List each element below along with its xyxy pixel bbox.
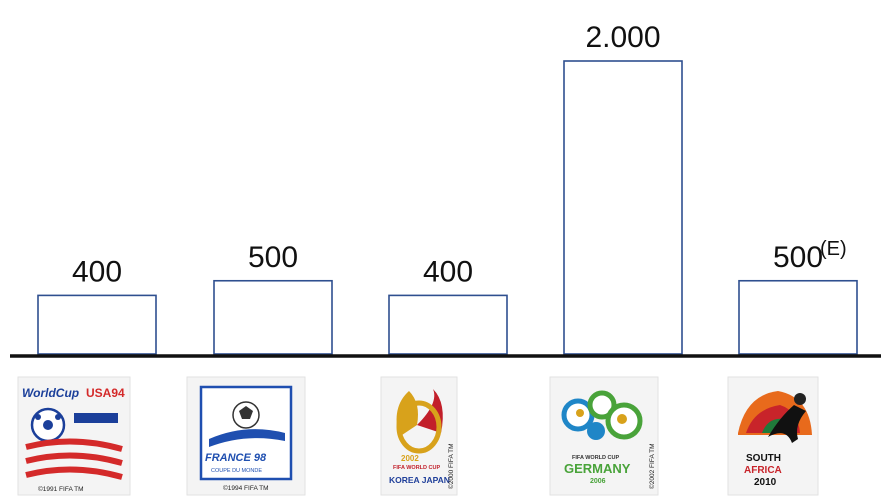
south-africa-logo-host-b: AFRICA — [744, 465, 782, 476]
south-africa-logo-year: 2010 — [754, 477, 777, 488]
usa94-logo: WorldCup USA94 ©1991 FIFA TM — [17, 376, 131, 496]
germany-logo-year: 2006 — [590, 478, 606, 485]
value-label-2: 500 — [248, 241, 298, 274]
bar-5 — [738, 279, 858, 355]
france98-logo-title: FRANCE 98 — [205, 452, 267, 464]
value-label-5: 500 — [773, 241, 823, 274]
germany-logo-copyright: ©2002 FIFA TM — [648, 444, 656, 490]
estimate-marker: (E) — [820, 238, 847, 260]
south-africa-logo-host-a: SOUTH — [746, 453, 781, 464]
value-label-1: 400 — [72, 255, 122, 288]
germany-logo-event: FIFA WORLD CUP — [572, 455, 619, 461]
france98-logo-subtitle: COUPE DU MONDE — [211, 468, 262, 474]
usa94-logo-copyright: ©1991 FIFA TM — [38, 485, 84, 493]
korea-japan-logo-hosts: KOREA JAPAN — [389, 475, 450, 485]
germany-2006-logo: FIFA WORLD CUP GERMANY 2006 ©2002 FIFA T… — [549, 376, 659, 496]
bar-group — [37, 60, 858, 355]
value-label-4: 2.000 — [585, 21, 660, 54]
korea-japan-logo-event: FIFA WORLD CUP — [393, 465, 440, 471]
korea-japan-logo-copyright: ©2000 FIFA TM — [447, 444, 455, 490]
korea-japan-logo-year: 2002 — [401, 454, 419, 463]
usa94-logo-title-a: WorldCup — [22, 386, 79, 400]
usa94-logo-title-b: USA94 — [86, 386, 125, 400]
bar-2 — [213, 279, 333, 355]
germany-logo-host: GERMANY — [564, 461, 631, 476]
france98-logo-copyright: ©1994 FIFA TM — [223, 484, 269, 492]
france98-logo: FRANCE 98 COUPE DU MONDE ©1994 FIFA TM — [186, 376, 306, 496]
south-africa-2010-logo: SOUTH AFRICA 2010 — [727, 376, 819, 496]
bar-1 — [37, 294, 157, 355]
korea-japan-2002-logo: 2002 FIFA WORLD CUP KOREA JAPAN ©2000 FI… — [380, 376, 458, 496]
value-label-3: 400 — [423, 255, 473, 288]
bar-4 — [563, 60, 683, 355]
bar-3 — [388, 294, 508, 355]
